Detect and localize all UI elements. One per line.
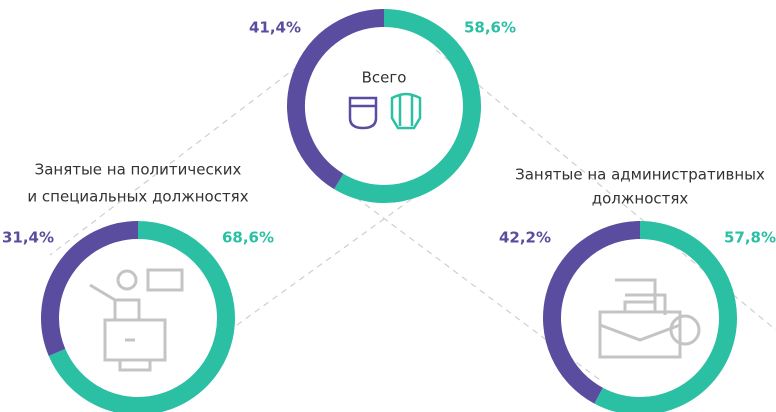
donut-segment [41, 221, 139, 356]
value-label: 42,2% [499, 229, 551, 247]
value-label: 57,8% [724, 229, 776, 247]
chart-title: и специальных должностях [27, 188, 248, 206]
value-label: 68,6% [222, 229, 274, 247]
icon-briefcase [598, 278, 701, 359]
chart-title: Занятые на политических [35, 161, 242, 179]
value-label: 31,4% [2, 229, 54, 247]
donut-segment [334, 9, 481, 203]
donut-segment [543, 221, 641, 404]
icon-cups [348, 92, 422, 130]
donut-segment [287, 9, 385, 190]
chart-title: должностях [592, 190, 689, 208]
value-label: 41,4% [249, 19, 301, 37]
charts: 58,6% 41,4% Всего 68,6% 31,4% Занятые на поли… [2, 9, 776, 412]
value-label: 58,6% [464, 19, 516, 37]
chart-title: Занятые на административных [515, 166, 765, 184]
donut-segment [48, 221, 235, 412]
donut-segment [594, 221, 737, 412]
icon-speaker [89, 268, 184, 372]
chart-title: Всего [362, 69, 407, 87]
